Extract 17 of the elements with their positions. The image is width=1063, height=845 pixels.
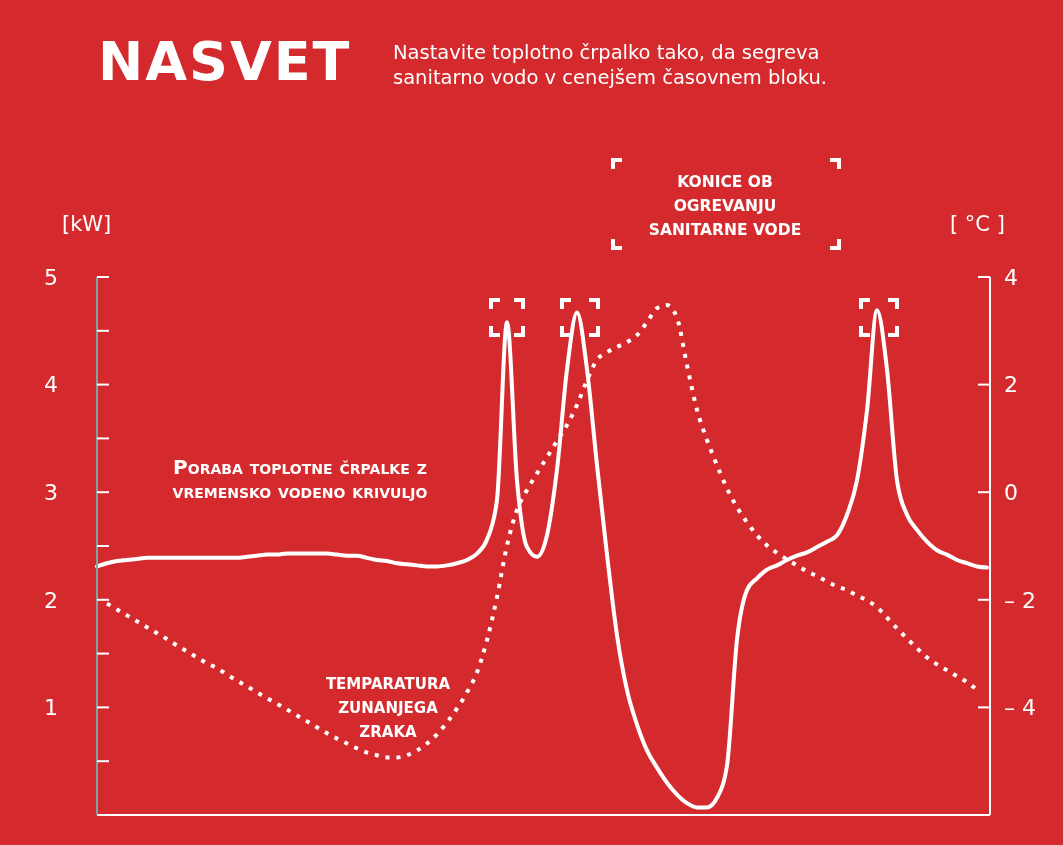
- y2-tick-label: 0: [1004, 480, 1018, 506]
- y2-tick-label: – 4: [1004, 695, 1036, 721]
- y-axis-title: [kW]: [62, 212, 112, 236]
- y2-axis-title: [ °C ]: [950, 212, 1005, 236]
- series-label: TEMPARATURA ZUNANJEGA ZRAKA: [324, 674, 452, 743]
- text: KONICE OB OGREVANJU SANITARNE VODE: [647, 172, 803, 241]
- y2-tick-label: – 2: [1004, 587, 1036, 613]
- text: Poraba toplotne črpalke z vremensko vodeno krivuljo: [171, 455, 429, 503]
- y-tick-label: 3: [44, 480, 58, 506]
- y-tick-label: 1: [44, 695, 58, 721]
- y2-tick-label: 2: [1004, 372, 1018, 398]
- y-tick-label: 4: [44, 372, 58, 398]
- y2-tick-label: 4: [1004, 264, 1018, 290]
- chart-subtitle: Nastavite toplotno črpalko tako, da segreva sanitarno vodo v cenejšem časovnem bloku.: [393, 40, 829, 90]
- y-tick-label: 5: [44, 264, 58, 290]
- y-tick-label: 2: [44, 587, 58, 613]
- chart-title: NASVET: [98, 30, 352, 93]
